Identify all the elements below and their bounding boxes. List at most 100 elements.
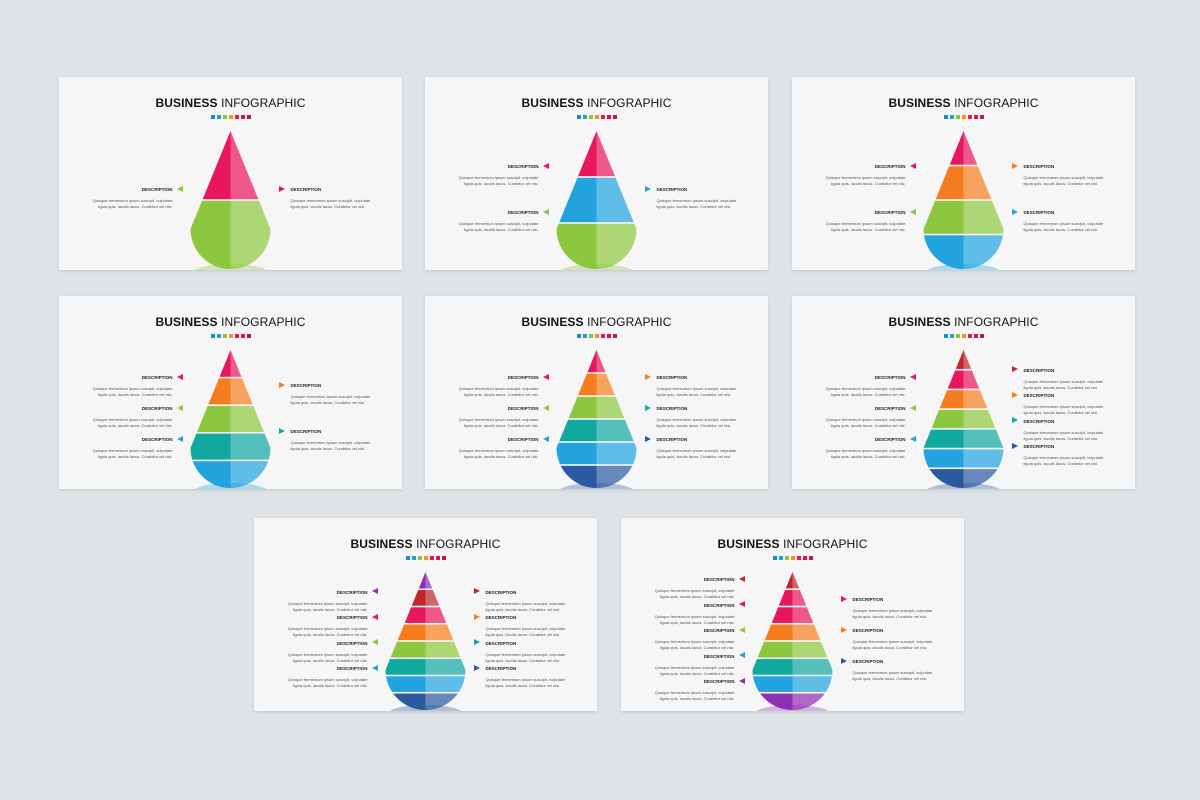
description-body: Quisque fermentum ipsum suscipit, vulput… bbox=[1023, 429, 1104, 441]
slide-title-light: INFOGRAPHIC bbox=[412, 537, 501, 551]
description-heading: DESCRIPTION bbox=[141, 375, 173, 380]
slide-title: BUSINESS INFOGRAPHIC bbox=[621, 537, 964, 551]
slide-title-light: INFOGRAPHIC bbox=[217, 315, 306, 329]
description-right: DESCRIPTION Quisque fermentum ipsum susci… bbox=[853, 628, 943, 651]
description-body: Quisque fermentum ipsum suscipit, vulput… bbox=[290, 440, 371, 452]
slide-title-bold: BUSINESS bbox=[155, 315, 218, 329]
description-body: Quisque fermentum ipsum suscipit, vulput… bbox=[92, 198, 173, 210]
description-body: Quisque fermentum ipsum suscipit, vulput… bbox=[654, 613, 735, 625]
color-dot bbox=[222, 334, 227, 338]
arrow-marker-icon bbox=[840, 657, 847, 664]
drop-segment-left bbox=[556, 350, 597, 373]
description-heading: DESCRIPTION bbox=[290, 429, 322, 434]
description-right: DESCRIPTION Quisque fermentum ipsum susci… bbox=[1024, 444, 1114, 467]
title-color-dots bbox=[59, 334, 402, 338]
drop-segment-right bbox=[230, 131, 271, 200]
description-heading: DESCRIPTION bbox=[507, 406, 539, 411]
drop-segment-left bbox=[923, 369, 964, 390]
drop-segment-left bbox=[923, 448, 964, 469]
color-dot bbox=[405, 556, 410, 560]
drop-segment-left bbox=[923, 409, 964, 429]
slide-title: BUSINESS INFOGRAPHIC bbox=[425, 315, 768, 329]
color-dot bbox=[429, 556, 434, 560]
description-heading: DESCRIPTION bbox=[1023, 210, 1055, 215]
drop-segment-left bbox=[385, 606, 426, 624]
description-left: DESCRIPTION Quisque fermentum ipsum susci… bbox=[816, 164, 906, 187]
drop-segment-right bbox=[792, 658, 833, 676]
description-body: Quisque fermentum ipsum suscipit, vulput… bbox=[458, 175, 539, 187]
color-dot bbox=[588, 334, 593, 338]
description-left: DESCRIPTION Quisque fermentum ipsum susci… bbox=[816, 437, 906, 460]
description-heading: DESCRIPTION bbox=[336, 640, 368, 646]
slide-title: BUSINESS INFOGRAPHIC bbox=[59, 96, 402, 110]
description-heading: DESCRIPTION bbox=[703, 577, 735, 582]
description-left: DESCRIPTION Quisque fermentum ipsum susci… bbox=[449, 437, 539, 460]
drop-segment-right bbox=[963, 200, 1004, 235]
slide-2: BUSINESS INFOGRAPHIC DESCRIPTION Quisque f… bbox=[425, 77, 768, 270]
description-heading: DESCRIPTION bbox=[141, 437, 173, 442]
arrow-marker-icon bbox=[473, 588, 480, 595]
arrow-marker-icon bbox=[738, 601, 745, 607]
color-dot bbox=[216, 334, 221, 338]
arrow-marker-icon bbox=[1011, 391, 1018, 398]
color-dot bbox=[210, 115, 215, 119]
description-body: Quisque fermentum ipsum suscipit, vulput… bbox=[852, 670, 933, 682]
drop-segment-right bbox=[963, 350, 1004, 370]
description-heading: DESCRIPTION bbox=[874, 375, 906, 380]
description-right: DESCRIPTION Quisque fermentum ipsum susci… bbox=[1024, 164, 1114, 187]
description-body: Quisque fermentum ipsum suscipit, vulput… bbox=[825, 417, 906, 429]
arrow-marker-icon bbox=[909, 373, 916, 380]
drop-segment-left bbox=[385, 572, 426, 590]
drop-segment-right bbox=[963, 448, 1004, 469]
description-body: Quisque fermentum ipsum suscipit, vulput… bbox=[485, 677, 566, 689]
description-body: Quisque fermentum ipsum suscipit, vulput… bbox=[287, 626, 368, 638]
description-heading: DESCRIPTION bbox=[656, 437, 688, 442]
description-right: DESCRIPTION Quisque fermentum ipsum susci… bbox=[853, 597, 943, 620]
color-dot bbox=[234, 115, 239, 119]
description-right: DESCRIPTION Quisque fermentum ipsum susci… bbox=[486, 590, 576, 613]
arrow-marker-icon bbox=[371, 613, 378, 620]
description-heading: DESCRIPTION bbox=[703, 679, 735, 684]
description-body: Quisque fermentum ipsum suscipit, vulput… bbox=[290, 394, 371, 406]
arrow-marker-icon bbox=[278, 185, 285, 192]
description-body: Quisque fermentum ipsum suscipit, vulput… bbox=[458, 386, 539, 398]
color-dot bbox=[246, 334, 251, 338]
drop-segment-left bbox=[923, 165, 964, 200]
color-dot bbox=[435, 556, 440, 560]
drop-segment-right bbox=[596, 396, 637, 419]
slide-title-light: INFOGRAPHIC bbox=[950, 315, 1039, 329]
description-left: DESCRIPTION Quisque fermentum ipsum susci… bbox=[645, 603, 735, 626]
drop-segment-left bbox=[923, 350, 964, 370]
drop-segment-left bbox=[752, 606, 793, 624]
description-body: Quisque fermentum ipsum suscipit, vulput… bbox=[92, 417, 173, 429]
description-right: DESCRIPTION Quisque fermentum ipsum susci… bbox=[657, 406, 747, 429]
drop-segment-right bbox=[963, 428, 1004, 449]
description-heading: DESCRIPTION bbox=[874, 406, 906, 411]
arrow-marker-icon bbox=[278, 381, 285, 388]
description-right: DESCRIPTION Quisque fermentum ipsum susci… bbox=[1024, 419, 1114, 442]
description-body: Quisque fermentum ipsum suscipit, vulput… bbox=[287, 651, 368, 663]
drop-segment-right bbox=[792, 589, 833, 607]
drop-segment-left bbox=[385, 675, 426, 693]
arrow-marker-icon bbox=[738, 626, 745, 633]
slide-title-bold: BUSINESS bbox=[521, 315, 584, 329]
drop-segment-right bbox=[596, 419, 637, 442]
color-dot bbox=[600, 115, 605, 119]
drop-diagram bbox=[919, 131, 1008, 270]
description-heading: DESCRIPTION bbox=[336, 666, 368, 672]
drop-segment-right bbox=[425, 606, 466, 624]
color-dot bbox=[576, 334, 581, 338]
arrow-marker-icon bbox=[473, 664, 480, 671]
color-dot bbox=[784, 556, 789, 560]
drop-segment-left bbox=[556, 442, 597, 465]
description-body: Quisque fermentum ipsum suscipit, vulput… bbox=[92, 386, 173, 398]
description-body: Quisque fermentum ipsum suscipit, vulput… bbox=[852, 639, 933, 651]
description-heading: DESCRIPTION bbox=[507, 437, 539, 442]
description-body: Quisque fermentum ipsum suscipit, vulput… bbox=[485, 600, 566, 612]
arrow-marker-icon bbox=[1011, 208, 1018, 215]
drop-diagram bbox=[552, 350, 641, 489]
arrow-marker-icon bbox=[738, 677, 745, 684]
description-left: DESCRIPTION Quisque fermentum ipsum susci… bbox=[816, 375, 906, 398]
description-right: DESCRIPTION Quisque fermentum ipsum susci… bbox=[657, 437, 747, 460]
description-body: Quisque fermentum ipsum suscipit, vulput… bbox=[485, 626, 566, 638]
